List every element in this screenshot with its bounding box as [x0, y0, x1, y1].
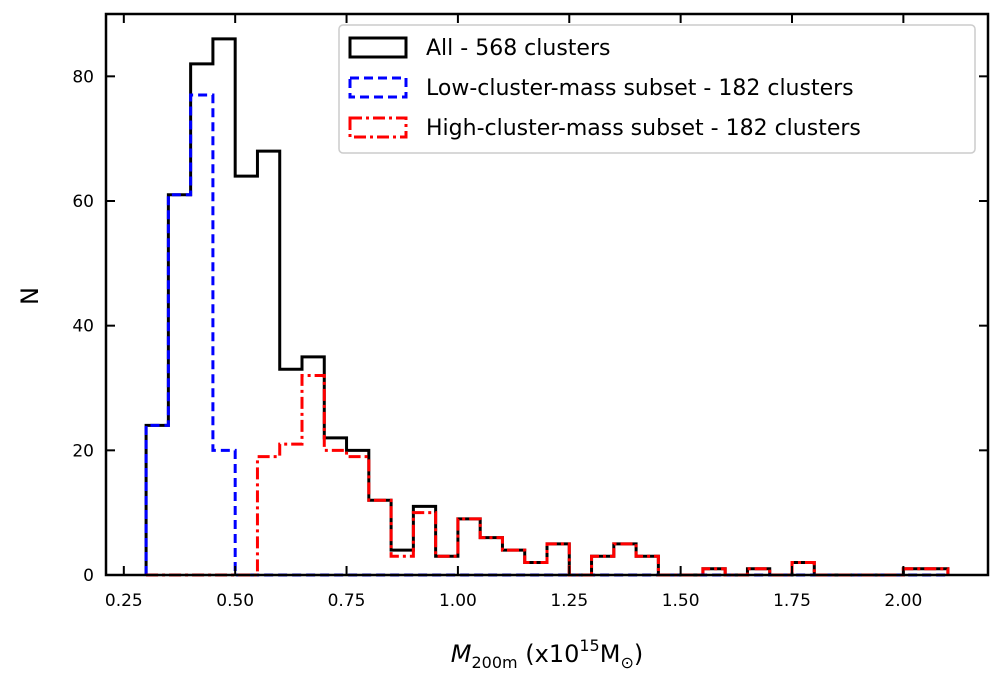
y-tick-label: 40 — [72, 317, 94, 337]
series-1-step — [144, 93, 948, 577]
legend-swatch — [348, 36, 408, 59]
legend-label: High-cluster-mass subset - 182 clusters — [426, 116, 861, 141]
legend-frame — [338, 24, 976, 154]
x-tick-label: 0.75 — [328, 591, 366, 611]
x-tick-label: 0.50 — [216, 591, 254, 611]
y-tick-label: 60 — [72, 192, 94, 212]
x-tick-label: 0.25 — [105, 591, 143, 611]
x-tick-label: 1.25 — [550, 591, 588, 611]
axes-layer — [104, 12, 990, 577]
legend-label: All - 568 clusters — [426, 36, 610, 61]
ticks-layer: 0.25 0.50 0.75 1.00 1.25 1.50 1.75 2.00 0 20 40 60 8… — [72, 14, 988, 611]
x-axis-label: M200m (x1015M⊙) — [451, 636, 643, 672]
y-tick-label: 80 — [72, 67, 94, 87]
series-2-step — [146, 374, 950, 577]
y-tick-label: 0 — [83, 566, 94, 586]
x-tick-label: 1.75 — [773, 591, 811, 611]
legend-swatch — [348, 116, 408, 139]
x-tick-label: 1.00 — [439, 591, 477, 611]
legend-label: Low-cluster-mass subset - 182 clusters — [426, 76, 854, 101]
y-axis-label: N — [16, 287, 44, 305]
axes-frame — [104, 12, 990, 577]
legend-swatch — [348, 76, 408, 99]
legend: All - 568 clusters Low-cluster-mass subse… — [338, 24, 976, 154]
y-tick-label: 20 — [72, 441, 94, 461]
x-tick-label: 2.00 — [884, 591, 922, 611]
x-tick-label: 1.50 — [662, 591, 700, 611]
